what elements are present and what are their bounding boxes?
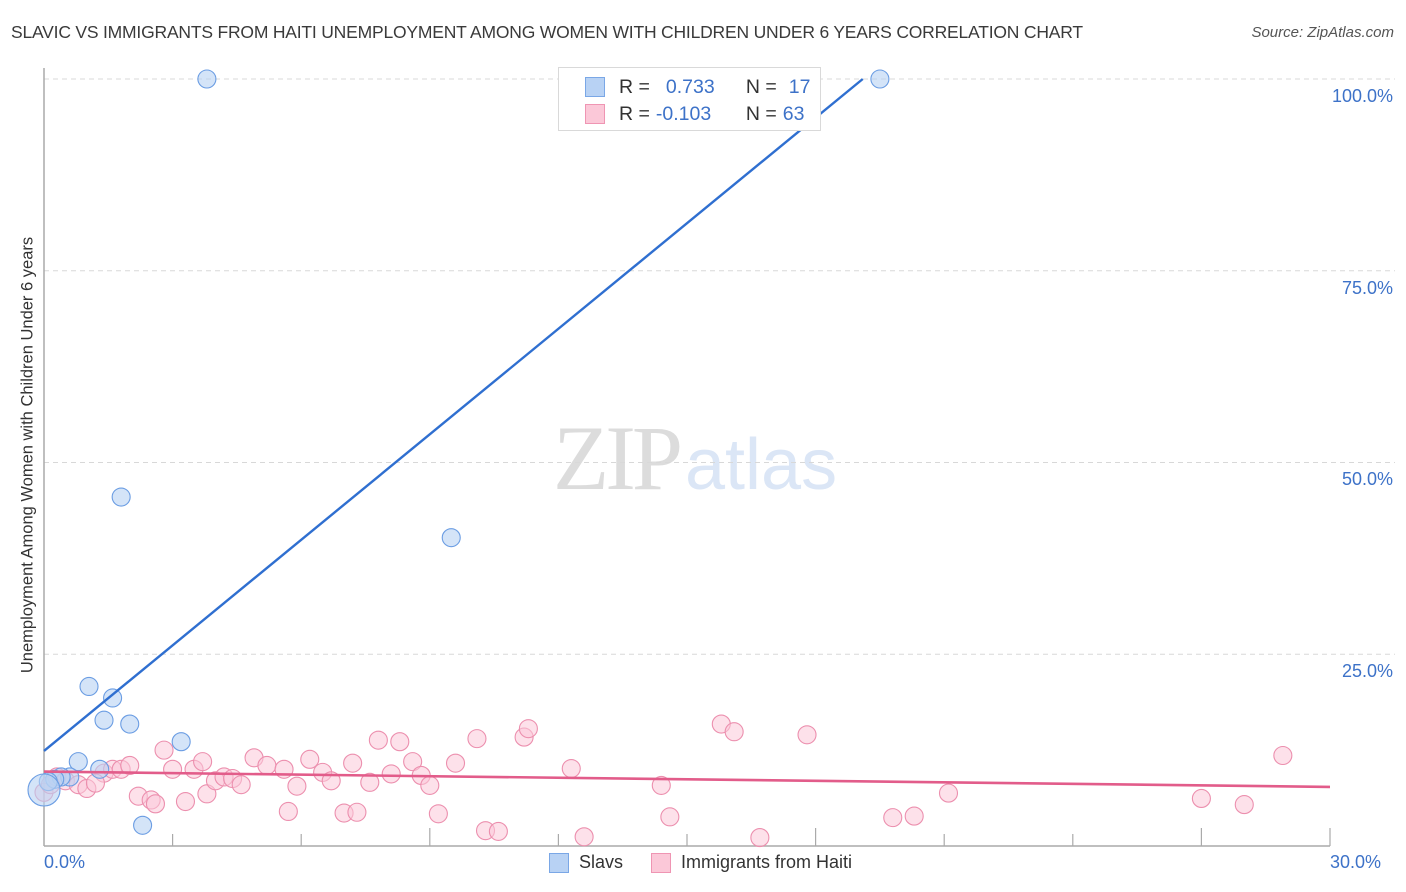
haiti-legend-swatch-icon	[651, 852, 672, 873]
haiti-point	[561, 758, 581, 779]
haiti-point	[467, 729, 487, 749]
y-tick-25: 25.0%	[1341, 661, 1393, 681]
legend-item-slavs[interactable]: Slavs	[549, 852, 623, 873]
haiti-point	[651, 775, 671, 795]
legend-label-haiti: Immigrants from Haiti	[681, 852, 853, 872]
haiti-point	[300, 749, 320, 769]
source-attribution: Source: ZipAtlas.com	[1251, 24, 1394, 41]
r-label: R =	[619, 75, 650, 98]
haiti-point	[904, 806, 924, 826]
legend-label-slavs: Slavs	[579, 852, 624, 872]
axes	[43, 68, 1331, 847]
haiti-points	[34, 714, 1293, 848]
n-label: N =	[745, 102, 777, 125]
y-tick-75: 75.0%	[1341, 278, 1393, 298]
stats-legend: R = 0.733 N = 17 R = -0.103 N = 63	[558, 67, 821, 131]
trend-lines	[43, 78, 1331, 789]
x-tick-0: 0.0%	[44, 852, 86, 872]
haiti-point	[343, 753, 363, 773]
haiti-point	[660, 807, 680, 827]
haiti-point	[381, 764, 401, 784]
slavs-points	[27, 69, 890, 835]
r-value: 0.733	[665, 75, 715, 98]
haiti-point	[145, 794, 166, 814]
slavs-point	[870, 69, 890, 89]
haiti-point	[574, 827, 594, 847]
haiti-point	[231, 775, 251, 795]
haiti-swatch-icon	[585, 104, 605, 124]
n-label: N =	[745, 75, 777, 98]
haiti-point	[1234, 795, 1254, 815]
slavs-point	[441, 528, 461, 548]
haiti-point	[420, 775, 440, 795]
haiti-point	[488, 821, 508, 841]
haiti-point	[287, 776, 307, 796]
chart-title: SLAVIC VS IMMIGRANTS FROM HAITI UNEMPLOY…	[11, 22, 1083, 42]
haiti-point	[883, 808, 903, 828]
series-legend: Slavs Immigrants from Haiti	[549, 852, 880, 873]
slavs-swatch-icon	[585, 77, 605, 97]
haiti-point	[175, 791, 196, 812]
haiti-point	[257, 755, 277, 776]
haiti-point	[278, 801, 298, 822]
slavs-legend-swatch-icon	[549, 852, 569, 873]
slavs-point	[79, 676, 99, 697]
stats-row-slavs: R = 0.733 N = 17	[585, 75, 810, 99]
haiti-point	[1273, 745, 1293, 766]
x-tick-30: 30.0%	[1330, 852, 1382, 872]
haiti-trend-line	[43, 770, 1331, 789]
haiti-point	[390, 732, 410, 752]
haiti-point	[193, 752, 213, 772]
haiti-point	[403, 752, 423, 772]
haiti-point	[938, 783, 959, 803]
haiti-point	[347, 802, 367, 822]
slavs-point	[27, 773, 61, 807]
haiti-point	[360, 772, 380, 792]
slavs-point	[197, 69, 217, 89]
haiti-point	[163, 759, 183, 779]
haiti-point	[445, 753, 466, 773]
haiti-point	[750, 828, 770, 848]
haiti-point	[120, 755, 140, 776]
haiti-point	[797, 725, 817, 745]
haiti-point	[428, 804, 448, 824]
n-value: 17	[788, 75, 811, 98]
slavs-trend-line	[43, 78, 864, 752]
haiti-point	[724, 722, 744, 742]
haiti-point	[518, 719, 538, 739]
slavs-point	[133, 815, 153, 835]
y-tick-100: 100.0%	[1331, 86, 1393, 106]
slavs-point	[103, 688, 123, 708]
slavs-point	[68, 752, 88, 772]
y-tick-50: 50.0%	[1341, 469, 1393, 489]
stats-row-haiti: R = -0.103 N = 63	[585, 102, 804, 126]
slavs-point	[120, 714, 140, 734]
slavs-point	[171, 732, 191, 752]
haiti-point	[154, 740, 174, 760]
gridlines	[44, 78, 1395, 655]
n-value: 63	[782, 102, 805, 125]
legend-item-haiti[interactable]: Immigrants from Haiti	[651, 852, 852, 873]
r-value: -0.103	[655, 102, 712, 125]
haiti-point	[368, 730, 388, 750]
slavs-point	[90, 759, 110, 779]
slavs-point	[111, 487, 131, 507]
r-label: R =	[619, 102, 650, 125]
haiti-point	[1191, 788, 1211, 808]
slavs-point	[94, 710, 114, 730]
